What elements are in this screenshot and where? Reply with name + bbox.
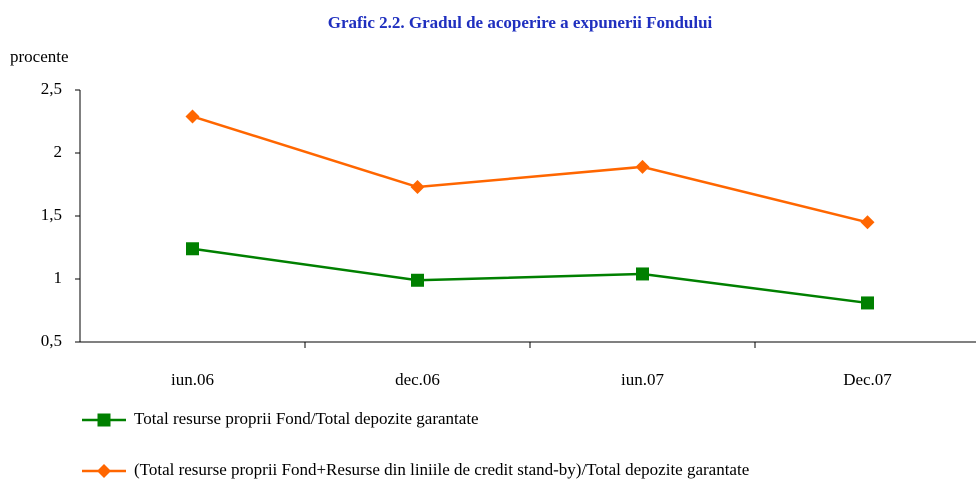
- chart-title: Grafic 2.2. Gradul de acoperire a expune…: [328, 13, 713, 32]
- x-tick-label: dec.06: [395, 370, 440, 389]
- y-tick-label: 0,5: [41, 331, 62, 350]
- marker: [861, 296, 874, 310]
- marker: [860, 215, 875, 230]
- marker: [635, 159, 650, 174]
- marker: [97, 413, 111, 427]
- y-tick-label: 1: [54, 268, 63, 287]
- marker: [97, 464, 111, 478]
- y-tick-label: 2,5: [41, 79, 62, 98]
- marker: [410, 180, 425, 195]
- series-line: [192, 115, 868, 224]
- legend-label: (Total resurse proprii Fond+Resurse din …: [134, 460, 749, 479]
- marker: [186, 242, 199, 256]
- x-tick-label: iun.06: [171, 370, 214, 389]
- marker: [636, 267, 649, 281]
- marker: [185, 109, 200, 124]
- legend-label: Total resurse proprii Fond/Total depozit…: [134, 409, 479, 428]
- y-axis-label: procente: [10, 47, 69, 66]
- x-tick-label: iun.07: [621, 370, 664, 389]
- series-line: [192, 247, 868, 305]
- y-tick-label: 2: [54, 142, 63, 161]
- marker: [411, 273, 424, 287]
- y-tick-label: 1,5: [41, 205, 62, 224]
- x-tick-label: Dec.07: [843, 370, 892, 389]
